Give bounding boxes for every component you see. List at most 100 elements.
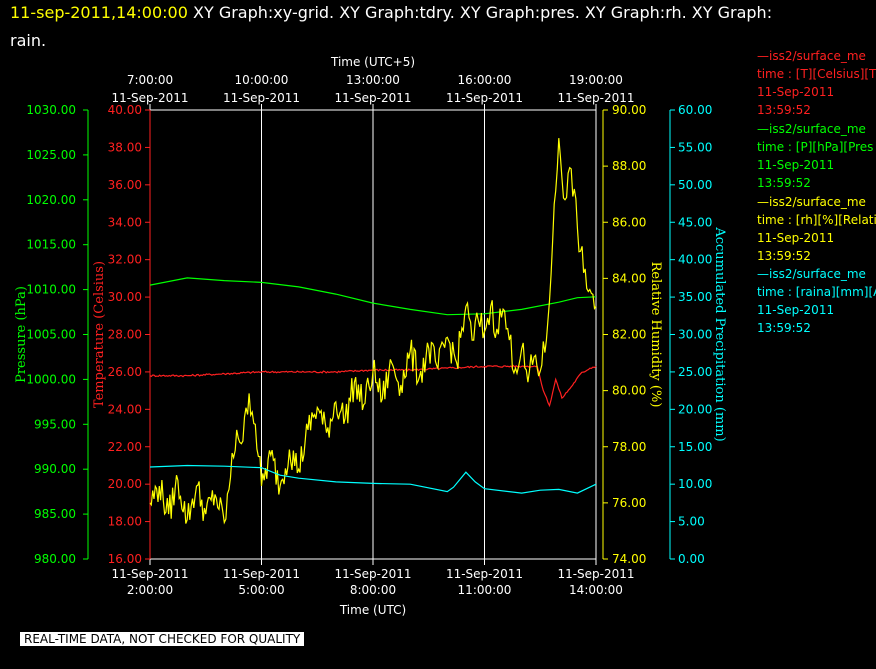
y-tick-label-rh: 88.00 [612,159,646,173]
y-tick-label-pres: 995.00 [34,417,76,431]
y-tick-label-rain: 15.00 [678,440,712,454]
x-top-axis-label: Time (UTC+5) [330,55,415,69]
x-top-tick-label-date: 11-Sep-2011 [334,91,411,105]
legend-entry-humidity: —iss2/surface_me time : [rh][%][Relati 1… [757,193,876,265]
y-tick-label-temp: 38.00 [108,140,142,154]
y-tick-label-temp: 18.00 [108,515,142,529]
y-tick-label-pres: 980.00 [34,552,76,566]
y-axis-label-rh: Relative Humidity (%) [648,262,663,408]
x-top-tick-label-date: 11-Sep-2011 [446,91,523,105]
y-tick-label-rh: 78.00 [612,440,646,454]
legend-entry-precipitation: —iss2/surface_me time : [raina][mm][A 11… [757,265,876,337]
y-tick-label-pres: 1020.00 [26,193,76,207]
y-tick-label-rain: 0.00 [678,552,705,566]
legend-date: 11-Sep-2011 [757,158,835,172]
legend-date: 11-Sep-2011 [757,303,835,317]
x-tick-label-time: 11:00:00 [458,583,512,597]
x-top-tick-label-date: 11-Sep-2011 [111,91,188,105]
x-axis-label: Time (UTC) [339,603,406,617]
y-tick-label-rh: 76.00 [612,496,646,510]
series-line-temp [149,364,597,408]
y-tick-label-pres: 1000.00 [26,372,76,386]
x-top-tick-label-date: 11-Sep-2011 [223,91,300,105]
x-top-tick-label-time: 10:00:00 [235,73,289,87]
y-tick-label-rain: 5.00 [678,515,705,529]
y-tick-label-rh: 74.00 [612,552,646,566]
x-top-tick-label-date: 11-Sep-2011 [557,91,634,105]
y-tick-label-temp: 34.00 [108,215,142,229]
y-tick-label-pres: 990.00 [34,462,76,476]
y-tick-label-pres: 1030.00 [26,103,76,117]
y-tick-label-rain: 50.00 [678,178,712,192]
y-tick-label-rh: 86.00 [612,215,646,229]
legend-variable: time : [T][Celsius][T [757,67,876,81]
x-tick-label-time: 14:00:00 [569,583,623,597]
series-line-rain [149,464,597,494]
legend-variable: time : [P][hPa][Pres [757,140,874,154]
y-tick-label-rain: 40.00 [678,253,712,267]
y-axis-label-pres: Pressure (hPa) [14,286,29,383]
y-tick-label-pres: 1015.00 [26,238,76,252]
legend-entry-temperature: —iss2/surface_me time : [T][Celsius][T 1… [757,47,876,119]
title-line: 11-sep-2011,14:00:00 XY Graph:xy-grid. X… [10,3,772,22]
y-tick-label-rain: 45.00 [678,215,712,229]
y-tick-label-pres: 1025.00 [26,148,76,162]
x-top-tick-label-time: 19:00:00 [569,73,623,87]
y-axis-label-rain: Accumulated Precipitation (mm) [712,226,727,441]
y-tick-label-rh: 82.00 [612,328,646,342]
x-tick-label-date: 11-Sep-2011 [111,567,188,581]
y-tick-label-temp: 24.00 [108,402,142,416]
x-top-tick-label-time: 13:00:00 [346,73,400,87]
legend-variable: time : [rh][%][Relati [757,213,876,227]
legend-series: —iss2/surface_me [757,195,866,209]
x-tick-label-time: 8:00:00 [350,583,396,597]
x-tick-label-time: 5:00:00 [238,583,284,597]
y-tick-label-temp: 16.00 [108,552,142,566]
legend-time: 13:59:52 [757,321,811,335]
legend-time: 13:59:52 [757,249,811,263]
y-tick-label-rain: 10.00 [678,477,712,491]
y-axis-label-temp: Temperature (Celsius) [92,261,107,408]
y-tick-label-temp: 30.00 [108,290,142,304]
x-tick-label-date: 11-Sep-2011 [223,567,300,581]
y-tick-label-rain: 25.00 [678,365,712,379]
x-tick-label-date: 11-Sep-2011 [446,567,523,581]
x-top-tick-label-time: 7:00:00 [127,73,173,87]
legend-series: —iss2/surface_me [757,122,866,136]
y-tick-label-pres: 985.00 [34,507,76,521]
x-tick-label-date: 11-Sep-2011 [557,567,634,581]
legend-variable: time : [raina][mm][A [757,285,876,299]
quality-notice: REAL-TIME DATA, NOT CHECKED FOR QUALITY [20,632,305,646]
y-tick-label-rain: 55.00 [678,140,712,154]
y-tick-label-rain: 35.00 [678,290,712,304]
legend-date: 11-Sep-2011 [757,85,835,99]
y-tick-label-temp: 20.00 [108,477,142,491]
y-tick-label-rh: 84.00 [612,271,646,285]
y-tick-label-rain: 30.00 [678,328,712,342]
y-tick-label-temp: 22.00 [108,440,142,454]
series-line-rh [149,138,597,525]
x-tick-label-time: 2:00:00 [127,583,173,597]
title-text: XY Graph:xy-grid. XY Graph:tdry. XY Grap… [187,3,773,22]
y-tick-label-temp: 28.00 [108,328,142,342]
y-tick-label-rh: 80.00 [612,384,646,398]
legend-series: —iss2/surface_me [757,267,866,281]
legend-entry-pressure: —iss2/surface_me time : [P][hPa][Pres 11… [757,120,876,192]
y-tick-label-temp: 26.00 [108,365,142,379]
y-tick-label-pres: 1010.00 [26,283,76,297]
legend-time: 13:59:52 [757,103,811,117]
series-line-pres [149,277,597,316]
title-line-wrap: rain. [10,31,47,50]
y-tick-label-temp: 32.00 [108,253,142,267]
title-timestamp: 11-sep-2011,14:00:00 [10,3,188,22]
x-tick-label-date: 11-Sep-2011 [334,567,411,581]
y-tick-label-rain: 20.00 [678,402,712,416]
legend-series: —iss2/surface_me [757,49,866,63]
y-tick-label-temp: 40.00 [108,103,142,117]
y-tick-label-rain: 60.00 [678,103,712,117]
y-tick-label-temp: 36.00 [108,178,142,192]
legend-date: 11-Sep-2011 [757,231,835,245]
y-tick-label-rh: 90.00 [612,103,646,117]
x-top-tick-label-time: 16:00:00 [458,73,512,87]
